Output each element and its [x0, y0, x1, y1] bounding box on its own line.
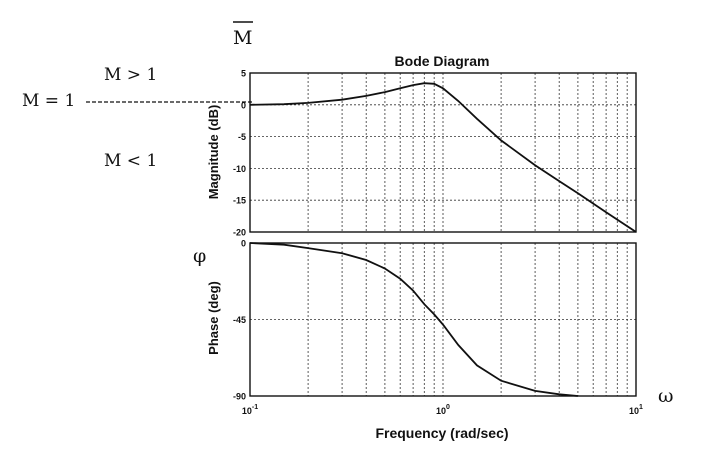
frequency-axis-label: Frequency (rad/sec) — [375, 425, 508, 441]
chart-title: Bode Diagram — [395, 53, 490, 69]
xtick-exponent: -1 — [252, 404, 258, 411]
xtick-exponent: 0 — [446, 404, 450, 411]
magnitude-panel: 5 0 -5 -10 -15 -20 — [233, 69, 637, 238]
magnitude-ytick-label: -15 — [233, 196, 246, 206]
magnitude-ytick-label: 0 — [241, 100, 246, 110]
phase-ytick-label: 0 — [241, 239, 246, 249]
magnitude-ytick-label: -20 — [233, 228, 246, 238]
omega-symbol: ω — [658, 385, 674, 407]
xtick-label: 101 — [629, 404, 643, 416]
m-bar-label: M — [233, 27, 252, 49]
magnitude-ytick-label: 5 — [241, 69, 246, 79]
m-greater-than-1-label: M > 1 — [104, 65, 157, 85]
xtick-label: 100 — [436, 404, 450, 416]
magnitude-ytick-label: -10 — [233, 164, 246, 174]
magnitude-plot-frame — [249, 72, 637, 233]
phase-ytick-label: -90 — [233, 392, 246, 402]
xtick-label: 10-1 — [242, 404, 258, 416]
magnitude-curve — [249, 82, 637, 233]
phase-ytick-label: -45 — [233, 315, 246, 325]
phase-axis-label: Phase (deg) — [206, 281, 221, 355]
m-less-than-1-label: M < 1 — [104, 151, 157, 171]
m-equals-1-label: M = 1 — [22, 91, 75, 111]
phase-curve — [249, 242, 578, 397]
xtick-exponent: 1 — [639, 404, 643, 411]
phase-plot-frame — [249, 242, 637, 397]
magnitude-ytick-label: -5 — [238, 132, 246, 142]
magnitude-axis-label: Magnitude (dB) — [206, 105, 221, 200]
phi-symbol: φ — [193, 245, 206, 267]
